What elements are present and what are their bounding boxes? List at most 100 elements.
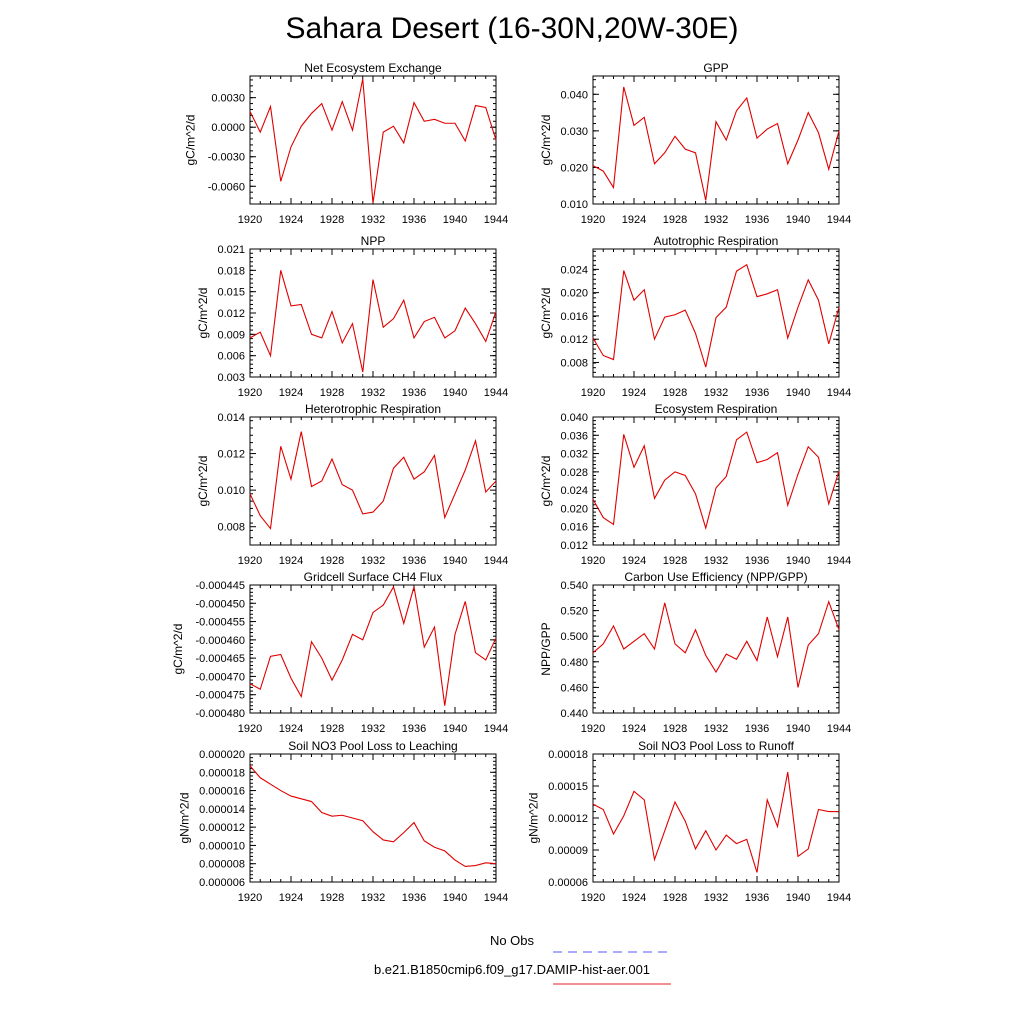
y-tick-label: 0.020 (560, 288, 588, 300)
y-tick-label: 0.016 (560, 522, 588, 534)
x-tick-label: 1920 (581, 387, 605, 399)
x-tick-label: 1944 (827, 892, 851, 904)
y-tick-label: 0.018 (217, 265, 245, 277)
series-line (592, 431, 840, 531)
legend-swatch-model-run (553, 983, 671, 985)
plot-frame (249, 416, 497, 546)
x-tick-label: 1924 (279, 214, 303, 226)
x-tick-label: 1932 (704, 387, 728, 399)
x-tick-label: 1940 (786, 387, 810, 399)
y-tick-label: 0.036 (560, 430, 588, 442)
x-tick-label: 1928 (663, 555, 687, 567)
series-line (592, 599, 840, 688)
y-tick-label: 0.012 (217, 308, 245, 320)
y-tick-label: 0.0000 (211, 122, 245, 134)
x-tick-label: 1924 (622, 387, 646, 399)
x-tick-label: 1940 (443, 387, 467, 399)
x-tick-label: 1932 (704, 723, 728, 735)
y-axis-label: gC/m^2/d (196, 456, 210, 507)
x-tick-label: 1944 (827, 723, 851, 735)
panel-title: Gridcell Surface CH4 Flux (304, 570, 443, 584)
x-tick-label: 1924 (279, 892, 303, 904)
x-tick-label: 1936 (402, 892, 426, 904)
series-line (249, 585, 497, 706)
y-tick-label: 0.000006 (199, 877, 245, 889)
y-axis-label: gC/m^2/d (184, 115, 198, 166)
x-tick-label: 1920 (238, 892, 262, 904)
x-tick-label: 1924 (279, 555, 303, 567)
x-tick-label: 1920 (581, 214, 605, 226)
x-tick-label: 1944 (484, 892, 508, 904)
x-tick-label: 1940 (786, 723, 810, 735)
y-tick-label: 0.030 (560, 126, 588, 138)
y-tick-label: 0.016 (560, 311, 588, 323)
y-tick-label: 0.010 (217, 485, 245, 497)
y-axis-label: gC/m^2/d (171, 624, 185, 675)
x-tick-label: 1944 (484, 723, 508, 735)
x-tick-label: 1924 (622, 892, 646, 904)
panel-title: GPP (703, 61, 728, 75)
x-tick-label: 1920 (238, 555, 262, 567)
y-tick-label: 0.014 (217, 412, 245, 424)
panel-net-ecosystem-exchange: Net Ecosystem Exchange 1920 1924 1928 1932 19… (184, 61, 509, 226)
y-tick-label: 0.024 (560, 264, 588, 276)
y-tick-label: 0.440 (560, 708, 588, 720)
x-tick-label: 1928 (663, 387, 687, 399)
y-tick-label: 0.020 (560, 503, 588, 515)
x-tick-label: 1932 (704, 892, 728, 904)
series-line (249, 270, 497, 373)
x-tick-label: 1940 (443, 723, 467, 735)
y-tick-label: 0.000008 (199, 859, 245, 871)
y-axis-label: gN/m^2/d (527, 793, 541, 844)
y-tick-label: 0.012 (217, 449, 245, 461)
x-tick-label: 1940 (443, 555, 467, 567)
plot-frame (592, 75, 840, 205)
y-tick-label: -0.000445 (195, 580, 245, 592)
y-tick-label: -0.000450 (195, 598, 245, 610)
x-tick-label: 1936 (402, 723, 426, 735)
y-tick-label: 0.010 (560, 199, 588, 211)
y-tick-label: -0.000455 (195, 617, 245, 629)
x-tick-label: 1944 (827, 214, 851, 226)
panel-title: Soil NO3 Pool Loss to Runoff (638, 739, 795, 753)
panel-gpp: GPP 1920 1924 1928 1932 1936 1940 1944 0.040 0.03… (539, 61, 851, 226)
panel-soil-no3-pool-loss-to-runoff: Soil NO3 Pool Loss to Runoff 1920 1924 1928… (527, 739, 852, 904)
y-tick-label: 0.024 (560, 485, 588, 497)
x-tick-label: 1944 (484, 387, 508, 399)
page-title: Sahara Desert (16-30N,20W-30E) (285, 12, 739, 45)
y-tick-label: 0.028 (560, 467, 588, 479)
panel-autotrophic-respiration: Autotrophic Respiration 1920 1924 1928 1932 1… (539, 234, 851, 399)
panel-npp: NPP 1920 1924 1928 1932 1936 1940 1944 0.021 0.01… (196, 234, 508, 399)
y-tick-label: -0.0060 (208, 181, 245, 193)
x-tick-label: 1940 (786, 214, 810, 226)
x-tick-label: 1928 (663, 892, 687, 904)
panel-title: Heterotrophic Respiration (305, 402, 441, 416)
series-line (249, 431, 497, 530)
plot-frame (592, 248, 840, 378)
x-tick-label: 1940 (443, 892, 467, 904)
x-tick-label: 1928 (320, 723, 344, 735)
x-tick-label: 1928 (320, 555, 344, 567)
y-tick-label: 0.0030 (211, 93, 245, 105)
x-tick-label: 1924 (622, 214, 646, 226)
x-tick-label: 1932 (361, 723, 385, 735)
panel-ecosystem-respiration: Ecosystem Respiration 1920 1924 1928 1932 193… (539, 402, 851, 567)
y-tick-label: 0.000010 (199, 840, 245, 852)
x-tick-label: 1936 (402, 214, 426, 226)
x-tick-label: 1932 (361, 387, 385, 399)
x-tick-label: 1928 (320, 214, 344, 226)
panel-soil-no3-pool-loss-to-leaching: Soil NO3 Pool Loss to Leaching 1920 1924 19… (177, 739, 508, 904)
y-tick-label: 0.000014 (199, 804, 245, 816)
y-tick-label: 0.000016 (199, 786, 245, 798)
x-tick-label: 1932 (361, 214, 385, 226)
x-tick-label: 1944 (484, 214, 508, 226)
y-tick-label: 0.008 (560, 357, 588, 369)
y-tick-label: 0.000020 (199, 749, 245, 761)
y-tick-label: 0.000012 (199, 822, 245, 834)
y-tick-label: 0.003 (217, 372, 245, 384)
y-tick-label: 0.032 (560, 449, 588, 461)
x-tick-label: 1936 (402, 387, 426, 399)
y-tick-label: 0.480 (560, 657, 588, 669)
x-tick-label: 1936 (745, 892, 769, 904)
y-tick-label: 0.00015 (548, 781, 588, 793)
